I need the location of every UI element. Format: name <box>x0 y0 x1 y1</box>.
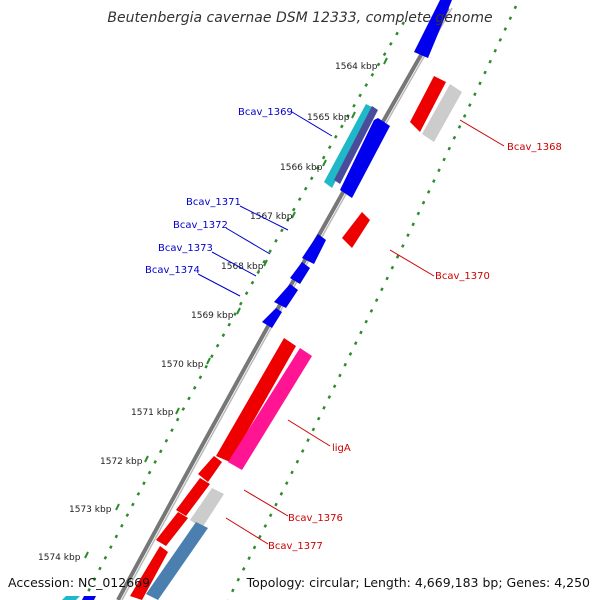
gene-liga <box>228 348 312 470</box>
gene-bcav-1368-rna <box>422 84 462 142</box>
outer-tick-ring <box>226 5 518 600</box>
gene-label-liga: ligA <box>332 443 351 454</box>
gene-large-red-1 <box>216 338 296 462</box>
gene-forward-1566 <box>340 118 390 198</box>
gene-teal-bottom <box>62 596 80 600</box>
kbp-tick-label: 1574 kbp <box>38 553 81 563</box>
label-leaders <box>197 111 505 545</box>
gene-label-bcav-1376: Bcav_1376 <box>288 513 343 524</box>
gene-bcav-1371 <box>302 234 326 264</box>
kbp-tick-label: 1572 kbp <box>100 457 143 467</box>
kbp-tick-label: 1566 kbp <box>280 163 323 173</box>
gene-label-bcav-1377: Bcav_1377 <box>268 541 323 552</box>
gene-bcav-1377 <box>146 522 208 600</box>
gene-red-small-3 <box>130 546 168 600</box>
gene-blue-bottom <box>82 596 96 600</box>
gene-label-bcav-1374: Bcav_1374 <box>145 265 200 276</box>
gene-bcav-1376 <box>176 478 210 516</box>
major-ticks <box>84 57 388 559</box>
gene-bcav-1374 <box>262 308 282 328</box>
gene-label-bcav-1368: Bcav_1368 <box>507 142 562 153</box>
gene-label-bcav-1373: Bcav_1373 <box>158 243 213 254</box>
gene-red-small-1 <box>198 456 222 482</box>
accession-label: Accession: NC_012669 <box>8 575 151 590</box>
kbp-tick-label: 1568 kbp <box>221 262 264 272</box>
gene-label-bcav-1370: Bcav_1370 <box>435 271 490 282</box>
kbp-tick-label: 1567 kbp <box>250 212 293 222</box>
gene-bcav-1376-rna <box>190 488 224 528</box>
gene-label-bcav-1371: Bcav_1371 <box>186 197 241 208</box>
kbp-tick-label: 1570 kbp <box>161 360 204 370</box>
gene-forward-top <box>414 0 452 58</box>
gene-bcav-1368-red <box>410 76 446 132</box>
gene-label-bcav-1369: Bcav_1369 <box>238 107 293 118</box>
gene-bcav-1373 <box>274 284 298 308</box>
kbp-tick-label: 1565 kbp <box>307 113 350 123</box>
gene-bcav-1372 <box>290 262 310 284</box>
gene-bcav-1369-stripe <box>334 106 378 184</box>
map-title: Beutenbergia cavernae DSM 12333, complet… <box>107 10 493 26</box>
topology-label: Topology: circular; Length: 4,669,183 bp… <box>246 575 590 590</box>
kbp-tick-label: 1571 kbp <box>131 408 174 418</box>
gene-bcav-1370 <box>342 212 370 248</box>
kbp-tick-label: 1564 kbp <box>335 62 378 72</box>
kbp-tick-label: 1573 kbp <box>69 505 112 515</box>
gene-bcav-1369-teal <box>324 104 374 188</box>
kbp-tick-label: 1569 kbp <box>191 311 234 321</box>
gene-label-bcav-1372: Bcav_1372 <box>173 220 228 231</box>
gene-red-small-2 <box>156 512 188 546</box>
